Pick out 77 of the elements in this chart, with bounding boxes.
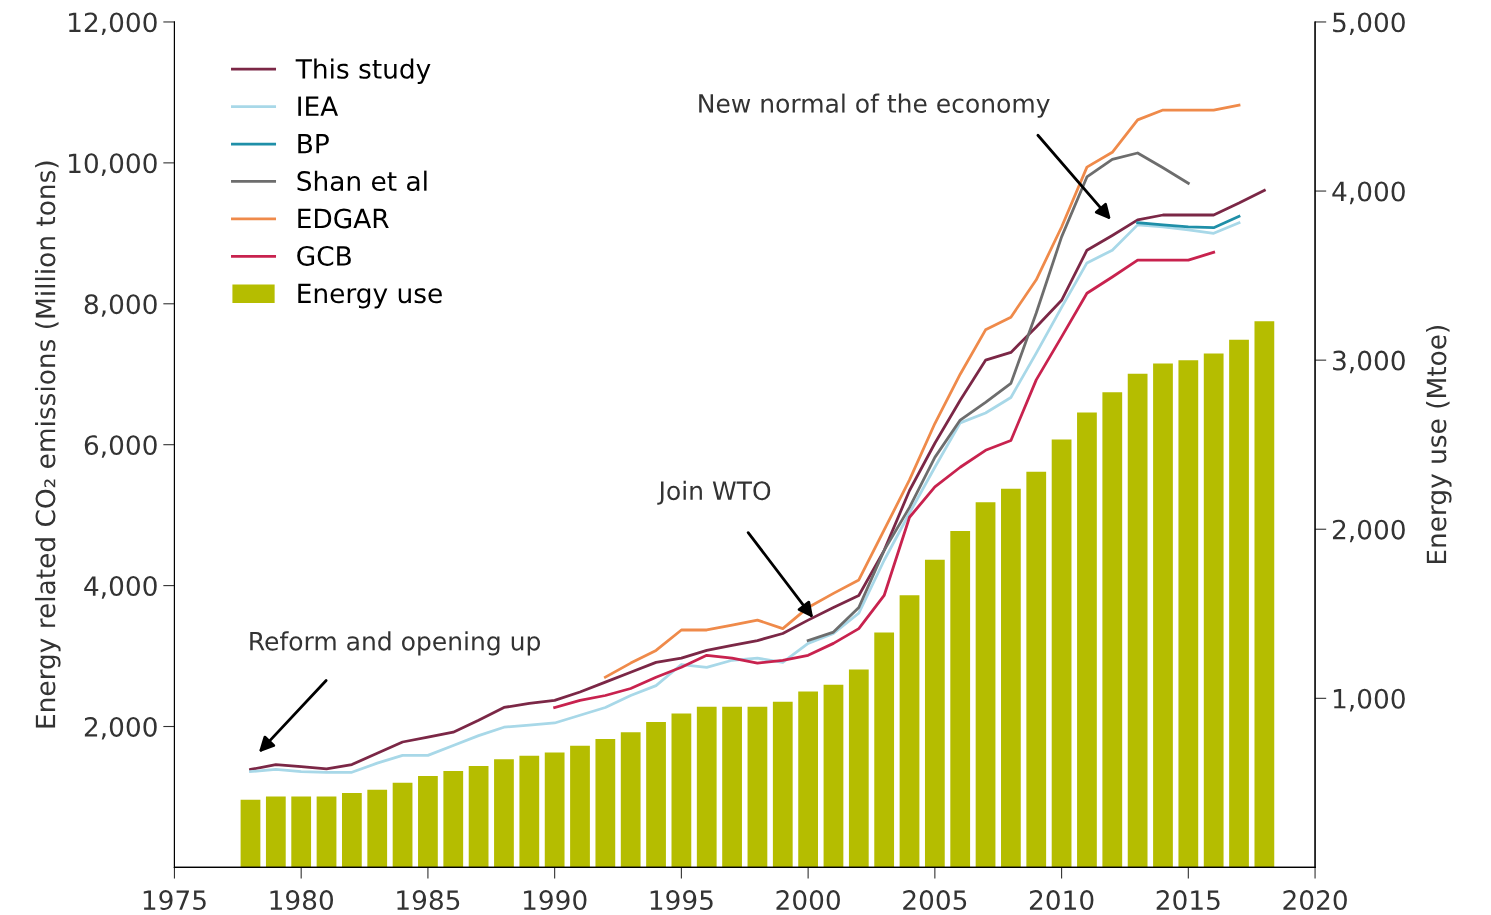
bar [950, 530, 971, 868]
annotation: New normal of the economy [699, 93, 1050, 118]
x-tick-label: 1975 [143, 890, 206, 911]
x-tick-label: 2000 [776, 890, 840, 911]
y-tick-label: 10,000 [69, 153, 157, 176]
bar [1203, 353, 1224, 868]
bar [848, 669, 869, 868]
bar [392, 782, 413, 868]
y2-tick-label: 1,000 [1333, 688, 1405, 712]
bar [1077, 412, 1097, 868]
bar [443, 771, 464, 868]
legend-label: Shan et al [297, 170, 427, 192]
bar [544, 752, 565, 868]
bar [265, 796, 286, 868]
bar [823, 684, 844, 868]
bar [1153, 363, 1173, 868]
x-tick-label: 2020 [1283, 890, 1347, 911]
bar [1178, 360, 1199, 868]
y-tick-label: 2,000 [84, 716, 157, 740]
bar [722, 706, 742, 868]
legend-label: This study [295, 58, 431, 84]
annotation: Reform and opening up [250, 631, 540, 656]
bar [1102, 392, 1123, 868]
x-tick-label: 2005 [903, 890, 967, 911]
bar [772, 701, 793, 868]
y2-axis-title: Energy use (Mtoe) [1426, 325, 1452, 564]
y-axis-title: Energy related CO₂ emissions (Million tons) [35, 161, 61, 728]
bar [1254, 321, 1275, 868]
bar [899, 595, 920, 868]
y-tick-label: 4,000 [84, 576, 157, 599]
bar [620, 732, 641, 868]
bar [468, 765, 489, 868]
legend-label: BP [298, 134, 329, 154]
bar [291, 796, 312, 868]
bar [341, 793, 362, 868]
line-series [553, 250, 1216, 709]
bar [924, 559, 945, 868]
legend-label: GCB [297, 245, 351, 266]
legend-label: Energy use [298, 283, 442, 309]
x-tick-label: 1990 [523, 890, 587, 911]
bar [1051, 439, 1072, 868]
annotation: Join WTO [657, 480, 771, 505]
bar [975, 502, 996, 868]
bar [671, 713, 692, 868]
bar [1127, 373, 1148, 868]
bar [1001, 488, 1021, 868]
bar [240, 799, 261, 868]
y2-tick-label: 3,000 [1333, 350, 1405, 374]
x-tick-label: 2015 [1156, 890, 1220, 911]
line-series [1136, 215, 1241, 230]
y-tick-label: 12,000 [69, 12, 157, 36]
bar [646, 722, 666, 868]
legend-label: EDGAR [298, 208, 389, 229]
y2-tick-label: 4,000 [1332, 181, 1405, 205]
line-series [806, 151, 1190, 642]
legend-label: IEA [298, 96, 339, 116]
bar [570, 745, 590, 868]
bar [1026, 471, 1047, 868]
bar [874, 632, 895, 868]
bar [367, 789, 388, 868]
x-tick-label: 1980 [270, 890, 334, 911]
bar [418, 776, 438, 868]
y2-tick-label: 5,000 [1333, 12, 1405, 36]
y2-tick-label: 2,000 [1332, 519, 1405, 543]
bar [798, 691, 819, 868]
x-tick-label: 2010 [1029, 890, 1094, 911]
bar [316, 796, 337, 868]
y-tick-label: 8,000 [84, 294, 157, 317]
x-tick-label: 1985 [397, 890, 460, 911]
y-tick-label: 6,000 [84, 435, 157, 458]
bar [747, 706, 768, 868]
bar [1229, 339, 1249, 868]
bar [494, 759, 514, 868]
bar [595, 738, 616, 868]
x-tick-label: 1995 [650, 890, 713, 911]
bar [519, 755, 540, 868]
bar [696, 706, 717, 868]
